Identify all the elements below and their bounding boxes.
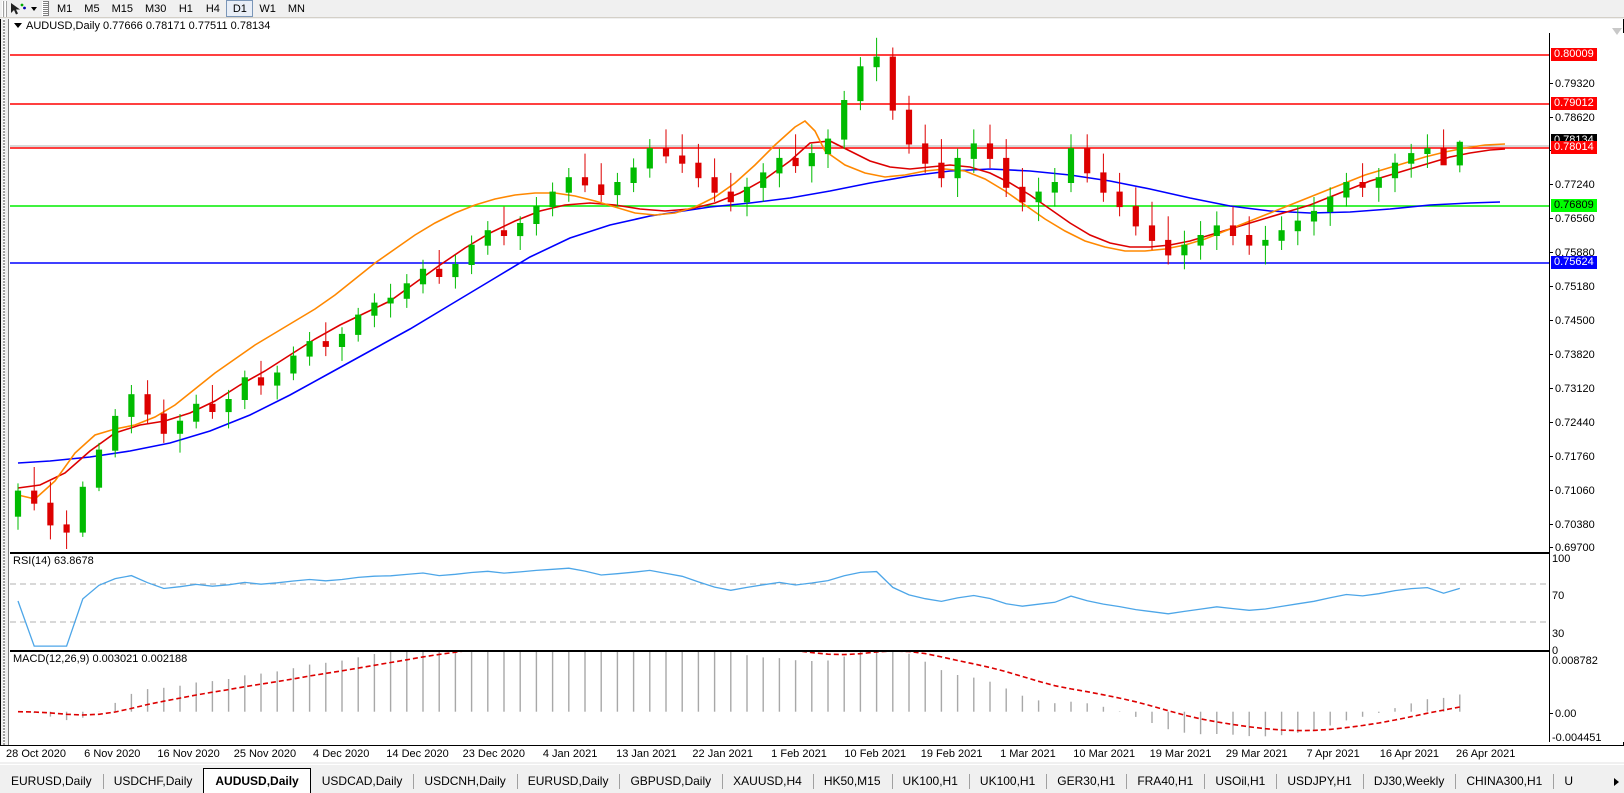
date-axis-label: 16 Apr 2021 bbox=[1379, 748, 1440, 760]
price-tick: 0.71760 bbox=[1550, 452, 1595, 463]
date-axis-label: 10 Mar 2021 bbox=[1073, 748, 1136, 760]
chart-tab-u[interactable]: U bbox=[1553, 771, 1584, 793]
chart-container[interactable]: AUDUSD,Daily 0.77666 0.78171 0.77511 0.7… bbox=[0, 19, 1624, 746]
macd-tick: 0.008782 bbox=[1552, 655, 1598, 667]
chart-tab-gbpusd-daily[interactable]: GBPUSD,Daily bbox=[619, 771, 722, 793]
price-level-chip: 0.80009 bbox=[1551, 48, 1597, 61]
date-axis-label: 14 Dec 2020 bbox=[386, 748, 449, 760]
caret-down-icon[interactable] bbox=[14, 23, 22, 28]
chart-tab-bar: EURUSD,Daily USDCHF,Daily AUDUSD,Daily USDC… bbox=[0, 764, 1624, 793]
timeframe-h1[interactable]: H1 bbox=[178, 2, 193, 15]
price-level-chip: 0.78014 bbox=[1551, 141, 1597, 154]
price-level-chip: 0.76809 bbox=[1551, 199, 1597, 212]
date-axis-label: 19 Mar 2021 bbox=[1149, 748, 1212, 760]
chart-tab-ger30-h1[interactable]: GER30,H1 bbox=[1046, 771, 1126, 793]
chart-tab-eurusd-daily[interactable]: EURUSD,Daily bbox=[11, 774, 92, 788]
price-tick: 0.75880 bbox=[1550, 248, 1595, 259]
timeframe-group: M1 M5 M15 M30 H1 H4 D1 W1 MN bbox=[51, 0, 311, 18]
chevron-down-icon[interactable] bbox=[28, 1, 40, 17]
timeframe-m5[interactable]: M5 bbox=[84, 2, 100, 15]
date-axis-label: 16 Nov 2020 bbox=[157, 748, 220, 760]
chart-tab-fra40-h1[interactable]: FRA40,H1 bbox=[1126, 771, 1204, 793]
chart-tab-usdcad-daily[interactable]: USDCAD,Daily bbox=[321, 774, 403, 788]
price-tick: 0.79320 bbox=[1550, 79, 1595, 90]
chart-tab-uk100-h1[interactable]: UK100,H1 bbox=[891, 771, 969, 793]
scroll-right-icon[interactable] bbox=[1608, 771, 1624, 793]
chart-tab-eurusd-daily[interactable]: EURUSD,Daily bbox=[516, 771, 620, 793]
price-tick: 0.73120 bbox=[1550, 384, 1595, 395]
macd-tick: -0.004451 bbox=[1552, 732, 1602, 744]
macd-pane[interactable]: MACD(12,26,9) 0.003021 0.002188 bbox=[10, 650, 1549, 742]
price-tick: 0.78620 bbox=[1550, 113, 1595, 124]
chart-tab-hk50-m15[interactable]: HK50,M15 bbox=[812, 771, 892, 793]
rsi-tick: 30 bbox=[1552, 628, 1565, 640]
chart-tab-audusd-daily[interactable]: AUDUSD,Daily bbox=[203, 768, 311, 793]
chart-toolbar: M1 M5 M15 M30 H1 H4 D1 W1 MN bbox=[0, 0, 1624, 18]
price-tick: 0.76560 bbox=[1550, 214, 1595, 225]
price-pane[interactable] bbox=[10, 33, 1549, 549]
price-tick: 0.70380 bbox=[1550, 520, 1595, 531]
timeframe-w1[interactable]: W1 bbox=[259, 2, 276, 15]
price-plot bbox=[10, 37, 1549, 549]
date-axis-label: 26 Apr 2021 bbox=[1456, 748, 1516, 760]
date-axis-label: 23 Dec 2020 bbox=[462, 748, 525, 760]
chart-tab-china300-h1[interactable]: CHINA300,H1 bbox=[1455, 771, 1553, 793]
toolbar-separator bbox=[42, 1, 49, 16]
chart-resize-grip[interactable] bbox=[1612, 24, 1622, 35]
date-axis-label: 10 Feb 2021 bbox=[844, 748, 907, 760]
timeframe-m1[interactable]: M1 bbox=[57, 2, 73, 15]
rsi-tick: 0 bbox=[1552, 645, 1559, 657]
timeframe-m15[interactable]: M15 bbox=[111, 2, 133, 15]
chart-tab-usdcnh-daily[interactable]: USDCNH,Daily bbox=[413, 771, 516, 793]
timeframe-m30[interactable]: M30 bbox=[144, 2, 167, 15]
date-axis-label: 19 Feb 2021 bbox=[920, 748, 983, 760]
date-axis-label: 22 Jan 2021 bbox=[692, 748, 753, 760]
price-tick: 0.69700 bbox=[1550, 543, 1595, 554]
date-axis-label: 1 Mar 2021 bbox=[1000, 748, 1056, 760]
date-axis-label: 4 Jan 2021 bbox=[542, 748, 598, 760]
price-tick: 0.75180 bbox=[1550, 282, 1595, 293]
rsi-plot bbox=[10, 567, 1549, 647]
chart-left-rail bbox=[1, 19, 9, 745]
date-axis-label: 4 Dec 2020 bbox=[313, 748, 370, 760]
price-tick: 0.73820 bbox=[1550, 350, 1595, 361]
price-tick: 0.72440 bbox=[1550, 418, 1595, 429]
date-scale-axis[interactable]: 28 Oct 2020 6 Nov 2020 16 Nov 2020 25 Nov 2… bbox=[0, 746, 1624, 762]
price-scale-axis[interactable]: 0.79320 0.78620 0.77940 0.77240 0.76560 … bbox=[1549, 33, 1624, 744]
chart-tab-uk100-h1[interactable]: UK100,H1 bbox=[968, 771, 1046, 793]
rsi-tick: 70 bbox=[1552, 590, 1565, 602]
timeframe-mn[interactable]: MN bbox=[287, 2, 305, 15]
chart-tab-xauusd-h4[interactable]: XAUUSD,H4 bbox=[722, 771, 813, 793]
chart-tab-usdjpy-h1[interactable]: USDJPY,H1 bbox=[1276, 771, 1362, 793]
date-axis-label: 25 Nov 2020 bbox=[233, 748, 297, 760]
chart-tab-dj30-weekly[interactable]: DJ30,Weekly bbox=[1362, 771, 1455, 793]
macd-indicator-label: MACD(12,26,9) 0.003021 0.002188 bbox=[13, 653, 191, 665]
date-axis-label: 7 Apr 2021 bbox=[1306, 748, 1360, 760]
timeframe-h4[interactable]: H4 bbox=[205, 2, 220, 15]
date-axis-label: 1 Feb 2021 bbox=[771, 748, 827, 760]
chart-title-ohlc: AUDUSD,Daily 0.77666 0.78171 0.77511 0.7… bbox=[26, 19, 271, 32]
timeframe-d1[interactable]: D1 bbox=[226, 0, 254, 17]
rsi-tick: 100 bbox=[1552, 553, 1571, 565]
date-axis-label: 29 Mar 2021 bbox=[1225, 748, 1288, 760]
price-tick: 0.71060 bbox=[1550, 486, 1595, 497]
date-axis-label: 6 Nov 2020 bbox=[84, 748, 141, 760]
crosshair-cursor-icon[interactable] bbox=[8, 1, 28, 17]
price-level-chip: 0.79012 bbox=[1551, 97, 1597, 110]
chart-tab-usdchf-daily[interactable]: USDCHF,Daily bbox=[102, 771, 204, 793]
macd-plot bbox=[17, 652, 1461, 737]
price-level-chip: 0.75624 bbox=[1551, 256, 1597, 269]
rsi-indicator-label: RSI(14) 63.8678 bbox=[13, 555, 97, 567]
price-tick: 0.77240 bbox=[1550, 180, 1595, 191]
date-axis-label: 13 Jan 2021 bbox=[616, 748, 677, 760]
price-tick: 0.74500 bbox=[1550, 316, 1595, 327]
chart-info-header: AUDUSD,Daily 0.77666 0.78171 0.77511 0.7… bbox=[10, 19, 1540, 32]
chart-tab-usoil-h1[interactable]: USOil,H1 bbox=[1204, 771, 1276, 793]
macd-tick: 0.00 bbox=[1550, 709, 1576, 720]
rsi-pane[interactable]: RSI(14) 63.8678 bbox=[10, 552, 1549, 648]
date-axis-label: 28 Oct 2020 bbox=[6, 748, 66, 760]
toolbar-drag-handle[interactable] bbox=[2, 0, 8, 17]
